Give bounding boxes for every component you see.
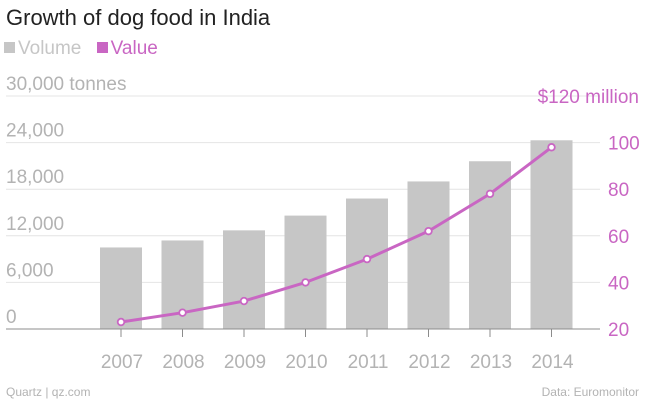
legend-swatch-volume: [4, 42, 15, 53]
value-point: [301, 278, 310, 287]
x-axis-tick-label: 2011: [348, 352, 389, 373]
right-axis-tick-label: 80: [608, 180, 629, 201]
left-axis-tick-label: 24,000: [6, 121, 64, 142]
right-axis-tick-label: 40: [608, 273, 629, 294]
volume-bar: [284, 215, 327, 329]
right-axis-tick-label: 60: [608, 227, 629, 248]
left-axis-tick-label: 18,000: [6, 167, 64, 188]
x-axis-tick-label: 2007: [101, 352, 143, 373]
left-axis-tick-label: 0: [6, 307, 17, 328]
right-axis-tick-label: 20: [608, 320, 629, 341]
source-credit: Quartz | qz.com: [6, 385, 91, 399]
value-point: [178, 308, 187, 317]
right-axis-tick-label: 100: [608, 134, 640, 155]
legend-label-value: Value: [110, 38, 158, 59]
legend-label-volume: Volume: [18, 38, 82, 59]
volume-bar: [100, 247, 142, 329]
data-source: Data: Euromonitor: [541, 385, 639, 399]
value-series-line: [120, 146, 553, 324]
left-axis-tick-label: 6,000: [6, 260, 54, 281]
x-axis-tick-label: 2009: [224, 352, 266, 373]
value-point: [362, 254, 372, 264]
x-axis-tick-label: 2008: [162, 352, 204, 373]
volume-bar: [469, 161, 511, 329]
value-point: [547, 143, 556, 152]
x-axis-tick-label: 2014: [531, 352, 574, 373]
legend-swatch-value: [96, 42, 108, 53]
value-point: [485, 189, 495, 199]
value-point: [116, 317, 126, 327]
value-point: [424, 226, 433, 236]
right-axis-tick-label: $120 million: [538, 87, 639, 108]
value-point: [239, 296, 249, 306]
volume-bar: [223, 230, 265, 329]
left-axis-tick-label: 12,000: [6, 214, 64, 235]
x-axis-tick-label: 2010: [285, 352, 327, 373]
legend-item-volume: Volume: [4, 38, 81, 60]
x-axis-tick-label: 2012: [408, 352, 450, 373]
volume-bar: [407, 181, 450, 329]
chart-title: Growth of dog food in India: [6, 5, 271, 30]
x-axis-tick-label: 2013: [470, 352, 512, 373]
volume-bar: [530, 140, 573, 329]
legend-item-value: Value: [96, 38, 158, 60]
left-axis-tick-label: 30,000 tonnes: [6, 74, 126, 95]
legend: Volume Value: [4, 38, 168, 60]
